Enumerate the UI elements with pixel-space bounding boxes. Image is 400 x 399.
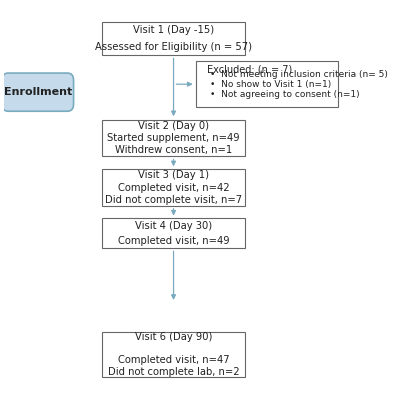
Text: Visit 2 (Day 0): Visit 2 (Day 0) — [138, 120, 209, 131]
Text: Completed visit, n=42: Completed visit, n=42 — [118, 183, 229, 193]
Text: Withdrew consent, n=1: Withdrew consent, n=1 — [115, 145, 232, 155]
Text: Visit 6 (Day 90): Visit 6 (Day 90) — [135, 332, 212, 342]
Text: Did not complete lab, n=2: Did not complete lab, n=2 — [108, 367, 239, 377]
FancyBboxPatch shape — [102, 332, 245, 377]
Text: Visit 3 (Day 1): Visit 3 (Day 1) — [138, 170, 209, 180]
Text: Visit 4 (Day 30): Visit 4 (Day 30) — [135, 221, 212, 231]
Text: •  Not agreeing to consent (n=1): • Not agreeing to consent (n=1) — [210, 90, 360, 99]
Text: Completed visit, n=47: Completed visit, n=47 — [118, 355, 229, 365]
Text: Assessed for Eligibility (n = 57): Assessed for Eligibility (n = 57) — [95, 42, 252, 52]
FancyBboxPatch shape — [196, 61, 338, 107]
Text: Enrollment: Enrollment — [4, 87, 72, 97]
FancyBboxPatch shape — [102, 218, 245, 248]
FancyBboxPatch shape — [102, 120, 245, 156]
FancyBboxPatch shape — [102, 169, 245, 206]
FancyBboxPatch shape — [2, 73, 74, 111]
Text: Visit 1 (Day -15): Visit 1 (Day -15) — [133, 25, 214, 35]
Text: •  Not meeting inclusion criteria (n= 5): • Not meeting inclusion criteria (n= 5) — [210, 70, 388, 79]
FancyBboxPatch shape — [102, 22, 245, 55]
Text: Started supplement, n=49: Started supplement, n=49 — [107, 133, 240, 143]
Text: Completed visit, n=49: Completed visit, n=49 — [118, 236, 229, 246]
Text: •  No show to Visit 1 (n=1): • No show to Visit 1 (n=1) — [210, 80, 331, 89]
Text: Excluded: (n = 7): Excluded: (n = 7) — [207, 65, 292, 75]
Text: Did not complete visit, n=7: Did not complete visit, n=7 — [105, 195, 242, 205]
